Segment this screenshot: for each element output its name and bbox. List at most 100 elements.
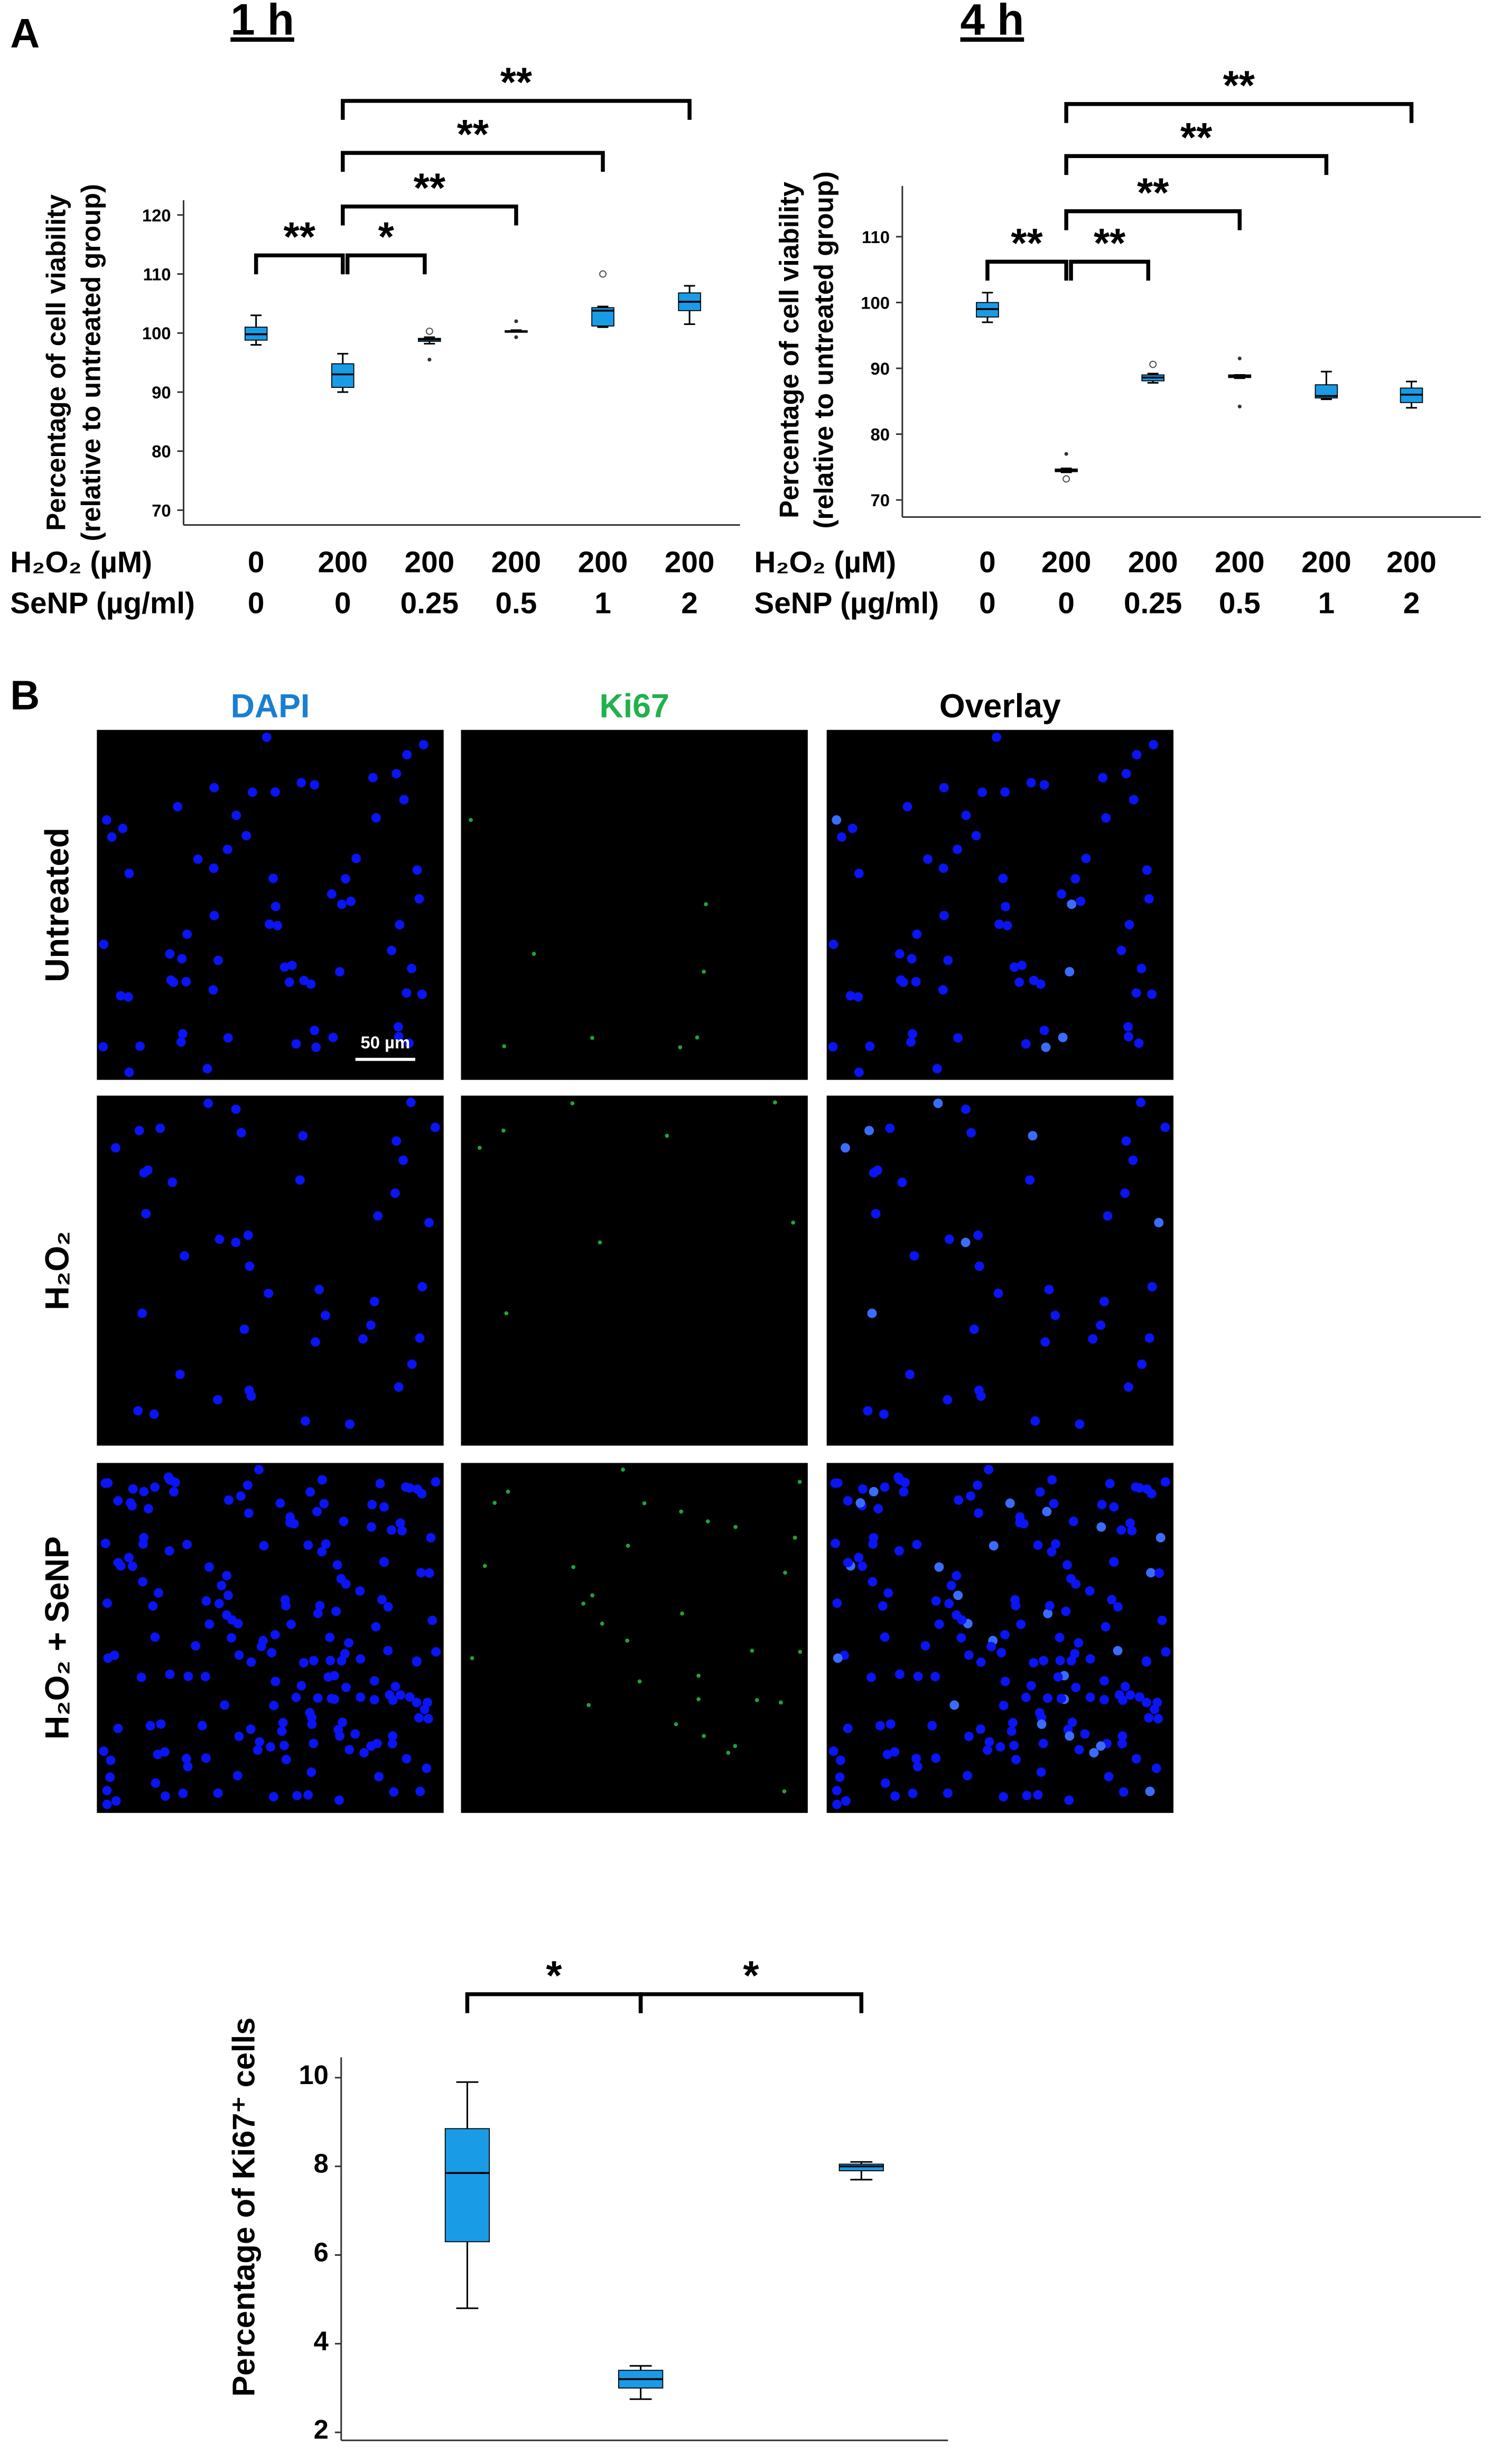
nucleus <box>279 962 290 972</box>
nucleus <box>255 1737 265 1747</box>
nucleus <box>1026 1681 1036 1691</box>
nucleus <box>223 1033 233 1043</box>
column-label: DAPI <box>231 687 310 724</box>
nucleus <box>890 1791 900 1801</box>
nucleus <box>1085 1692 1095 1702</box>
nucleus <box>430 1122 440 1132</box>
ki67-signal <box>680 1611 684 1616</box>
nucleus <box>387 1738 397 1749</box>
nucleus <box>953 844 962 854</box>
nucleus <box>909 1251 919 1261</box>
y-axis-label: (relative to untreated group) <box>809 171 839 528</box>
nucleus <box>264 919 274 929</box>
nucleus <box>313 1693 323 1703</box>
nucleus <box>141 1208 151 1219</box>
nucleus <box>883 1588 893 1598</box>
ki67-signal <box>678 1045 683 1049</box>
nucleus <box>1160 1122 1170 1132</box>
nucleus <box>231 811 241 821</box>
nucleus <box>1021 1039 1031 1049</box>
nucleus <box>204 1562 214 1572</box>
nucleus <box>166 975 176 985</box>
nucleus <box>160 1791 170 1801</box>
ki67-signal <box>750 1648 754 1653</box>
significance-bracket <box>345 253 427 275</box>
nucleus <box>371 1622 381 1632</box>
nucleus <box>278 1718 288 1727</box>
nucleus <box>1070 1649 1080 1659</box>
nucleus <box>345 1419 355 1429</box>
nucleus <box>966 1128 976 1138</box>
nucleus <box>222 844 232 854</box>
ki67-signal <box>733 1524 738 1529</box>
nucleus <box>1147 989 1157 999</box>
nucleus <box>931 1596 941 1606</box>
nucleus <box>256 1642 266 1651</box>
nucleus <box>202 1064 212 1074</box>
nucleus <box>351 853 361 863</box>
ki67-signal <box>778 1700 783 1705</box>
nucleus <box>858 1484 868 1494</box>
nucleus <box>868 1577 878 1587</box>
nucleus <box>843 1558 853 1568</box>
nucleus <box>402 750 412 760</box>
nucleus <box>1134 1692 1144 1702</box>
nucleus <box>335 966 344 977</box>
nucleus <box>412 1697 422 1707</box>
y-tick-label: 90 <box>152 383 171 402</box>
nucleus <box>1142 1657 1151 1667</box>
nucleus <box>303 1540 313 1550</box>
nucleus <box>106 1755 116 1765</box>
nucleus <box>1007 1726 1017 1736</box>
x-tick-label: 1 <box>1318 587 1335 620</box>
nucleus <box>313 1608 323 1619</box>
nucleus <box>994 919 1004 929</box>
nucleus <box>832 1598 842 1608</box>
nucleus <box>165 1669 175 1679</box>
nucleus <box>145 1721 155 1731</box>
nucleus <box>1101 1622 1111 1632</box>
micrograph <box>826 1463 1173 1813</box>
micrograph <box>461 730 808 1080</box>
nucleus <box>1011 1601 1021 1611</box>
nucleus <box>116 991 126 1001</box>
nucleus <box>912 1539 922 1549</box>
y-tick-label: 120 <box>142 206 171 225</box>
ki67-signal <box>754 1698 759 1703</box>
nucleus <box>1127 1526 1137 1536</box>
outlier <box>425 327 433 335</box>
nucleus <box>1068 1517 1078 1527</box>
x-tick-label: 0 <box>334 587 351 620</box>
nucleus <box>853 992 863 1002</box>
significance-bracket <box>1064 209 1242 230</box>
nucleus <box>989 1541 999 1551</box>
nucleus <box>1039 1656 1049 1666</box>
nucleus <box>285 1518 295 1528</box>
nucleus <box>854 1552 864 1563</box>
nucleus <box>271 901 281 912</box>
nucleus <box>379 1557 389 1567</box>
nucleus <box>102 1799 112 1809</box>
nucleus <box>241 831 251 841</box>
nucleus <box>934 1619 944 1629</box>
ki67-signal <box>642 1501 647 1505</box>
nucleus <box>835 1772 845 1782</box>
x-tick-label: H₂O₂ + SeNP <box>755 2463 968 2464</box>
nucleus <box>1056 1694 1066 1704</box>
nucleus <box>868 1539 878 1549</box>
nucleus <box>1149 740 1158 750</box>
nucleus <box>890 1747 900 1757</box>
nucleus <box>1154 1217 1164 1228</box>
x-tick-label: H₂O₂ <box>599 2463 682 2464</box>
extreme <box>1064 452 1068 456</box>
nucleus <box>1123 1022 1133 1032</box>
nucleus <box>828 1746 838 1756</box>
nucleus <box>913 1671 923 1681</box>
nucleus <box>390 1188 400 1198</box>
nucleus <box>957 1615 967 1625</box>
nucleus <box>875 1721 885 1731</box>
nucleus <box>268 873 278 884</box>
nucleus <box>1089 1748 1099 1758</box>
micrograph <box>826 1095 1173 1446</box>
